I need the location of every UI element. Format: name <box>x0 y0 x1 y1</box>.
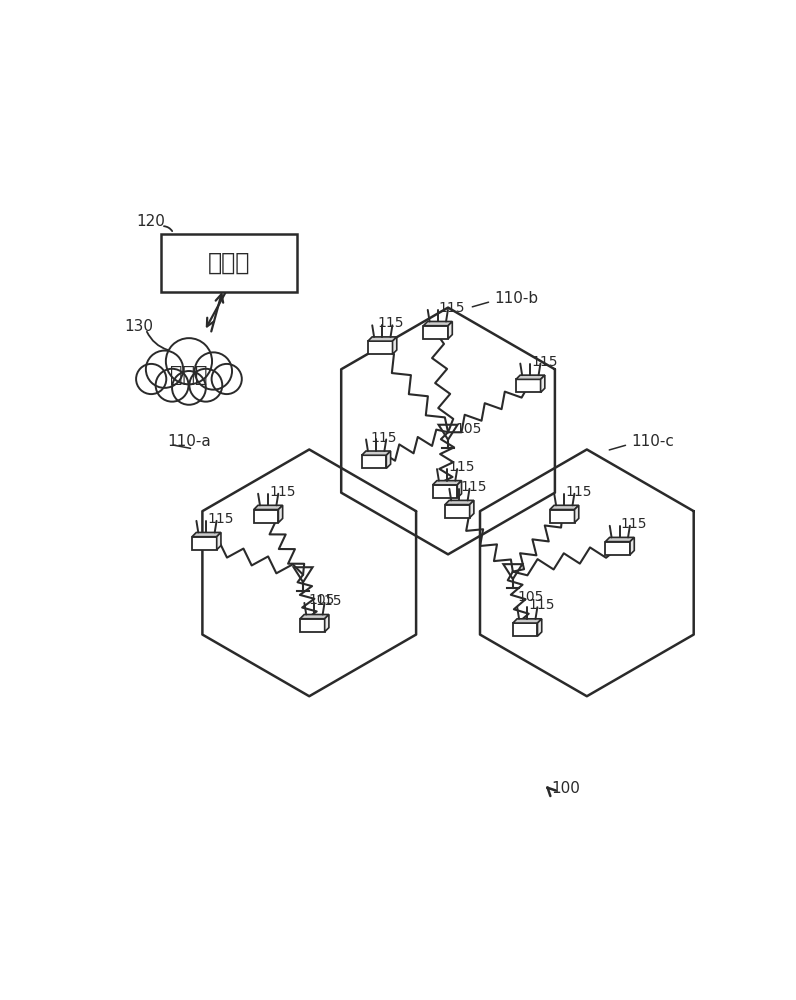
Circle shape <box>212 364 242 394</box>
Polygon shape <box>423 326 448 339</box>
Text: 110-a: 110-a <box>167 434 211 449</box>
Text: 115: 115 <box>439 301 466 315</box>
Polygon shape <box>470 500 474 518</box>
Polygon shape <box>300 619 325 632</box>
Polygon shape <box>217 532 221 550</box>
Polygon shape <box>513 623 537 636</box>
Circle shape <box>195 352 232 390</box>
Circle shape <box>189 369 222 402</box>
Circle shape <box>136 364 166 394</box>
Polygon shape <box>605 537 634 542</box>
Circle shape <box>166 338 212 384</box>
Text: 115: 115 <box>377 316 404 330</box>
Polygon shape <box>254 510 279 523</box>
Polygon shape <box>537 619 542 636</box>
FancyBboxPatch shape <box>161 234 297 292</box>
Circle shape <box>156 369 189 402</box>
Text: 110-c: 110-c <box>631 434 674 449</box>
Polygon shape <box>361 455 386 468</box>
Polygon shape <box>550 505 579 510</box>
Text: 115: 115 <box>460 480 487 494</box>
Polygon shape <box>361 451 391 455</box>
Polygon shape <box>300 614 329 619</box>
Polygon shape <box>448 321 452 339</box>
Polygon shape <box>516 379 540 392</box>
Text: 105: 105 <box>455 422 482 436</box>
Polygon shape <box>433 481 462 485</box>
Text: 100: 100 <box>551 781 580 796</box>
Polygon shape <box>392 337 396 354</box>
Polygon shape <box>325 614 329 632</box>
Text: 115: 115 <box>448 460 474 474</box>
Text: 115: 115 <box>565 485 591 499</box>
Text: 115: 115 <box>269 485 295 499</box>
Text: 115: 115 <box>371 431 397 445</box>
Polygon shape <box>540 375 544 392</box>
Polygon shape <box>513 619 542 623</box>
Text: 115: 115 <box>529 598 555 612</box>
Text: 115: 115 <box>621 517 647 531</box>
Circle shape <box>146 351 183 388</box>
Text: 115: 115 <box>531 355 558 369</box>
Polygon shape <box>192 532 221 537</box>
Polygon shape <box>279 505 283 523</box>
Text: 120: 120 <box>137 214 166 229</box>
Polygon shape <box>254 505 283 510</box>
Text: 130: 130 <box>124 319 153 334</box>
Text: 110-b: 110-b <box>494 291 538 306</box>
Polygon shape <box>386 451 391 468</box>
Text: 115: 115 <box>315 594 342 608</box>
Polygon shape <box>433 485 457 498</box>
Text: 105: 105 <box>308 593 334 607</box>
Polygon shape <box>445 505 470 518</box>
Text: 控制器: 控制器 <box>208 251 250 275</box>
Polygon shape <box>457 481 462 498</box>
Polygon shape <box>368 337 396 341</box>
Circle shape <box>172 371 206 405</box>
Text: 115: 115 <box>208 512 234 526</box>
Text: 105: 105 <box>517 590 544 604</box>
Polygon shape <box>550 510 575 523</box>
Polygon shape <box>575 505 579 523</box>
Polygon shape <box>368 341 392 354</box>
Polygon shape <box>423 321 452 326</box>
Polygon shape <box>516 375 544 379</box>
Text: 核心网: 核心网 <box>170 365 208 385</box>
Polygon shape <box>445 500 474 505</box>
Polygon shape <box>630 537 634 555</box>
Polygon shape <box>605 542 630 555</box>
Polygon shape <box>192 537 217 550</box>
